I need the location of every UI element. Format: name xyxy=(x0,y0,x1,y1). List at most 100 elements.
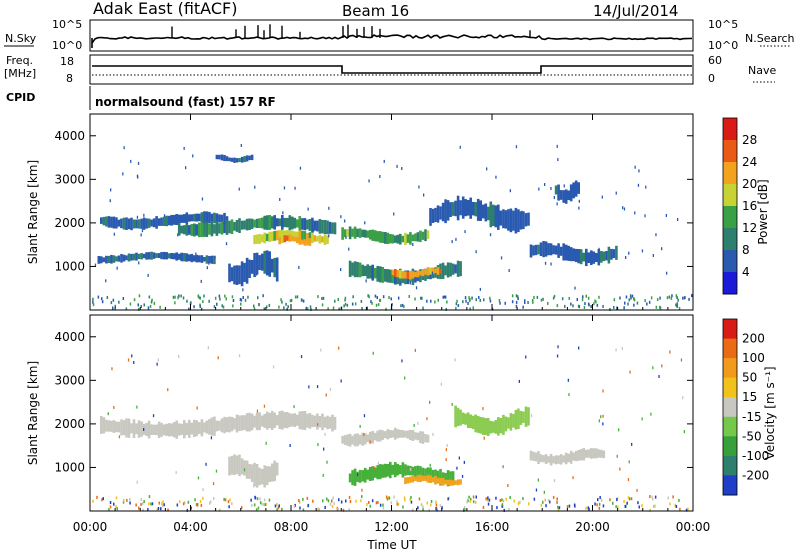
echo-cell xyxy=(519,410,523,425)
echo-cell xyxy=(378,429,382,442)
echo-cell xyxy=(456,195,460,221)
echo-cell xyxy=(321,220,324,234)
echo-cell xyxy=(172,214,176,225)
echo-cell xyxy=(524,406,528,427)
x-tick-label: 12:00 xyxy=(374,520,409,534)
echo-cell xyxy=(248,155,251,161)
noise-cell xyxy=(101,498,103,502)
echo-cell xyxy=(564,189,568,204)
noise-cell xyxy=(547,249,550,252)
echo-cell xyxy=(185,212,189,225)
echo-cell xyxy=(502,414,505,435)
noise-cell xyxy=(404,376,406,380)
noise-cell xyxy=(403,305,405,309)
echo-cell xyxy=(228,416,231,433)
noise-cell xyxy=(369,440,371,444)
echo-cell xyxy=(258,412,261,431)
x-tick-label: 16:00 xyxy=(475,520,510,534)
echo-cell xyxy=(386,464,390,477)
noise-cell xyxy=(333,502,335,506)
echo-cell xyxy=(183,225,186,235)
echo-cell xyxy=(268,231,271,242)
noise-cell xyxy=(167,508,169,512)
noise-cell xyxy=(455,237,457,241)
noise-cell xyxy=(599,496,601,499)
echo-cell xyxy=(268,412,271,429)
noise-cell xyxy=(208,299,210,303)
echo-cell xyxy=(574,450,578,462)
noise-cell xyxy=(182,502,185,506)
noise-cell xyxy=(669,350,671,354)
echo-cell xyxy=(157,421,161,438)
noise-cell xyxy=(625,295,628,299)
echo-cell xyxy=(122,217,126,230)
noise-cell xyxy=(557,345,559,349)
echo-cell xyxy=(105,255,108,264)
noise-cell xyxy=(659,306,662,310)
echo-cell xyxy=(559,454,563,465)
noise-cell xyxy=(209,500,212,504)
noise-cell xyxy=(150,502,152,506)
power-colorbar-label: Power [dB] xyxy=(756,179,770,244)
noise-cell xyxy=(431,271,434,275)
noise-cell xyxy=(186,299,188,303)
noise-cell xyxy=(257,506,260,510)
echo-region xyxy=(529,448,606,466)
echo-cell xyxy=(127,253,131,262)
noise-cell xyxy=(543,490,545,494)
echo-cell xyxy=(378,464,382,480)
noise-cell xyxy=(371,301,373,305)
noise-cell xyxy=(122,297,125,300)
echo-cell xyxy=(132,419,136,438)
noise-cell xyxy=(281,300,283,304)
echo-cell xyxy=(567,245,570,261)
noise-cell xyxy=(597,498,599,502)
echo-cell xyxy=(240,156,244,163)
noise-cell xyxy=(489,296,491,300)
noise-cell xyxy=(440,382,442,386)
noise-cell xyxy=(469,307,471,311)
echo-cell xyxy=(572,452,575,461)
noise-cell xyxy=(212,482,215,486)
echo-cell xyxy=(157,253,161,258)
noise-cell xyxy=(178,355,180,358)
echo-cell xyxy=(263,215,266,230)
echo-cell xyxy=(542,455,545,463)
noise-cell xyxy=(465,299,467,303)
echo-cell xyxy=(424,475,427,482)
noise-cell xyxy=(107,412,109,416)
noise-cell xyxy=(451,240,453,244)
echo-cell xyxy=(574,248,578,263)
noise-cell xyxy=(168,216,171,220)
echo-cell xyxy=(298,237,302,245)
noise-cell xyxy=(475,298,477,302)
noise-cell xyxy=(658,375,660,378)
noise-cell xyxy=(572,476,574,480)
noise-cell xyxy=(468,299,471,303)
echo-cell xyxy=(401,235,405,243)
echo-cell xyxy=(263,250,266,274)
noise-cell xyxy=(412,243,414,246)
noise-cell xyxy=(161,504,164,508)
echo-cell xyxy=(519,211,523,230)
echo-cell xyxy=(484,203,488,222)
noise-cell xyxy=(92,499,94,503)
noise-cell xyxy=(140,498,143,501)
echo-cell xyxy=(416,465,420,479)
echo-cell xyxy=(230,267,234,282)
noise-cell xyxy=(184,501,186,505)
noise-cell xyxy=(294,295,297,299)
echo-cell xyxy=(431,477,435,483)
echo-cell xyxy=(474,414,477,433)
echo-cell xyxy=(411,475,415,483)
echo-cell xyxy=(451,471,455,486)
noise-cell xyxy=(615,348,617,352)
noise-cell xyxy=(679,507,681,511)
noise-cell xyxy=(463,508,465,512)
echo-cell xyxy=(454,200,457,217)
noise-cell xyxy=(475,500,477,504)
echo-cell xyxy=(449,262,452,277)
noise-cell xyxy=(92,300,94,304)
echo-cell xyxy=(188,419,191,438)
echo-cell xyxy=(474,202,477,217)
